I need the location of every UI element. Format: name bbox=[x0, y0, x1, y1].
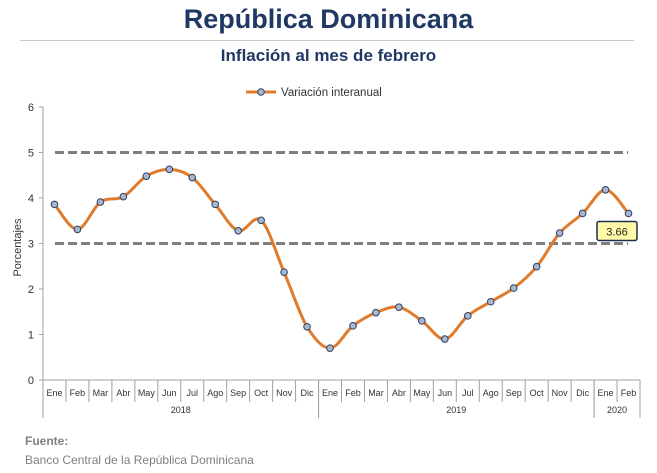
data-point bbox=[280, 268, 288, 276]
x-tick-label: Feb bbox=[345, 388, 361, 398]
x-tick-label: Sep bbox=[230, 388, 246, 398]
data-point bbox=[257, 216, 265, 225]
y-tick-label: 1 bbox=[28, 330, 34, 342]
data-point bbox=[142, 172, 151, 180]
x-tick-label: Ene bbox=[46, 388, 62, 398]
x-tick-label: Feb bbox=[70, 388, 86, 398]
x-tick-label: Jul bbox=[462, 388, 474, 398]
x-tick-label: May bbox=[413, 388, 431, 398]
source-note: Fuente: Banco Central de la República Do… bbox=[25, 432, 254, 470]
y-tick-label: 4 bbox=[28, 193, 34, 205]
data-point bbox=[349, 322, 357, 330]
x-tick-label: Mar bbox=[368, 388, 384, 398]
data-point bbox=[486, 297, 495, 306]
x-tick-label: Jul bbox=[186, 388, 198, 398]
page-title: República Dominicana bbox=[183, 4, 474, 34]
data-point bbox=[624, 209, 633, 218]
x-tick-label: Ago bbox=[207, 388, 223, 398]
y-tick-label: 3 bbox=[28, 239, 34, 251]
x-tick-label: Oct bbox=[530, 388, 545, 398]
y-tick-label: 2 bbox=[28, 284, 34, 296]
y-tick-label: 6 bbox=[28, 102, 34, 114]
data-point bbox=[326, 344, 334, 352]
x-tick-label: Ene bbox=[322, 388, 338, 398]
data-point bbox=[532, 262, 541, 271]
y-tick-label: 0 bbox=[28, 375, 34, 387]
data-point bbox=[165, 165, 174, 174]
y-tick-label: 5 bbox=[28, 148, 34, 160]
year-label: 2019 bbox=[446, 405, 466, 415]
x-tick-label: May bbox=[138, 388, 156, 398]
data-point bbox=[418, 317, 426, 325]
annotation-label: 3.66 bbox=[606, 226, 627, 238]
data-point bbox=[601, 186, 610, 194]
x-tick-label: Sep bbox=[506, 388, 522, 398]
title-divider bbox=[20, 40, 634, 41]
data-point bbox=[509, 284, 518, 292]
series-line bbox=[53, 167, 630, 350]
data-point bbox=[578, 209, 587, 218]
year-label: 2020 bbox=[607, 405, 627, 415]
x-tick-label: Oct bbox=[254, 388, 269, 398]
data-point bbox=[303, 322, 311, 331]
data-point bbox=[441, 335, 449, 343]
x-tick-label: Abr bbox=[116, 388, 130, 398]
data-point bbox=[119, 192, 128, 201]
data-point bbox=[234, 226, 242, 235]
x-tick-label: Nov bbox=[276, 388, 293, 398]
year-label: 2018 bbox=[171, 405, 191, 415]
data-point bbox=[372, 308, 380, 317]
legend-label: Variación interanual bbox=[281, 87, 382, 99]
chart-subtitle: Inflación al mes de febrero bbox=[220, 46, 437, 65]
data-point bbox=[211, 200, 220, 209]
x-tick-label: Ene bbox=[598, 388, 614, 398]
source-label: Fuente: bbox=[25, 434, 69, 448]
data-point bbox=[555, 229, 564, 237]
x-tick-label: Mar bbox=[93, 388, 109, 398]
data-point bbox=[395, 303, 403, 312]
data-point bbox=[188, 173, 197, 182]
data-point bbox=[73, 225, 82, 234]
x-tick-label: Dic bbox=[576, 388, 589, 398]
x-tick-label: Ago bbox=[483, 388, 499, 398]
source-text: Banco Central de la República Dominicana bbox=[25, 453, 254, 467]
data-point bbox=[96, 198, 105, 206]
y-axis-label: Porcentajes bbox=[12, 218, 24, 277]
x-tick-label: Abr bbox=[392, 388, 406, 398]
x-tick-label: Feb bbox=[621, 388, 637, 398]
x-tick-label: Nov bbox=[552, 388, 569, 398]
x-tick-label: Jun bbox=[162, 388, 177, 398]
legend-marker bbox=[257, 88, 265, 96]
x-tick-label: Jun bbox=[438, 388, 453, 398]
annotation-box bbox=[596, 220, 638, 242]
x-tick-label: Dic bbox=[301, 388, 314, 398]
data-point bbox=[463, 312, 472, 320]
data-point bbox=[50, 200, 59, 209]
